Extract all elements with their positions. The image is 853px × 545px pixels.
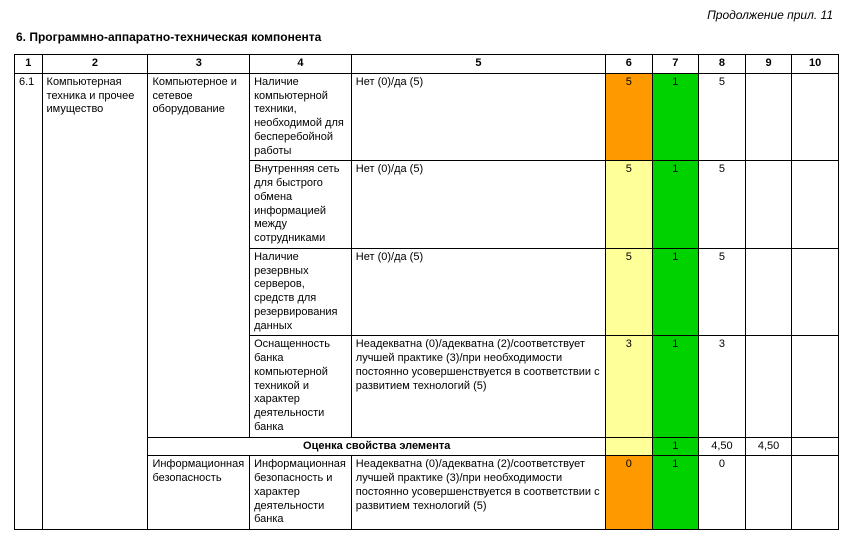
summary-c7: 1 [652, 437, 699, 456]
cell-col4: Наличие резервных серверов, средств для … [250, 248, 352, 336]
cell-col5: Нет (0)/да (5) [351, 248, 605, 336]
cell-c10 [792, 456, 839, 530]
summary-c6 [605, 437, 652, 456]
cell-c7: 1 [652, 248, 699, 336]
cell-c10 [792, 161, 839, 249]
summary-label: Оценка свойства элемента [148, 437, 606, 456]
col-header-4: 4 [250, 55, 352, 74]
cell-c6: 5 [605, 161, 652, 249]
cell-col5: Неадекватна (0)/адекватна (2)/соответств… [351, 456, 605, 530]
cell-c7: 1 [652, 73, 699, 161]
col-header-3: 3 [148, 55, 250, 74]
cell-c8: 5 [699, 161, 746, 249]
summary-c9: 4,50 [745, 437, 792, 456]
cell-c6: 5 [605, 73, 652, 161]
cell-c6: 0 [605, 456, 652, 530]
header-row: 1 2 3 4 5 6 7 8 9 10 [15, 55, 839, 74]
col-header-5: 5 [351, 55, 605, 74]
cell-c10 [792, 248, 839, 336]
cell-c6: 3 [605, 336, 652, 437]
section-title: 6. Программно-аппаратно-техническая комп… [14, 28, 839, 54]
cell-c7: 1 [652, 161, 699, 249]
cell-col3: Компьютерное и сетевое оборудование [148, 73, 250, 437]
cell-col4: Оснащенность банка компьютерной техникой… [250, 336, 352, 437]
col-header-8: 8 [699, 55, 746, 74]
cell-col5: Нет (0)/да (5) [351, 161, 605, 249]
cell-c8: 3 [699, 336, 746, 437]
table-row: 6.1 Компьютерная техника и прочее имущес… [15, 73, 839, 161]
cell-col2: Компьютерная техника и прочее имущество [42, 73, 148, 529]
col-header-6: 6 [605, 55, 652, 74]
summary-c10 [792, 437, 839, 456]
cell-col3: Информационная безопасность [148, 456, 250, 530]
cell-col5: Неадекватна (0)/адекватна (2)/соответств… [351, 336, 605, 437]
cell-c8: 0 [699, 456, 746, 530]
cell-c9 [745, 248, 792, 336]
summary-c8: 4,50 [699, 437, 746, 456]
cell-c6: 5 [605, 248, 652, 336]
cell-c9 [745, 161, 792, 249]
assessment-table: 1 2 3 4 5 6 7 8 9 10 6.1 Компьютерная те… [14, 54, 839, 530]
cell-col4: Внутренняя сеть для быстрого обмена инфо… [250, 161, 352, 249]
cell-c10 [792, 336, 839, 437]
col-header-10: 10 [792, 55, 839, 74]
cell-c9 [745, 73, 792, 161]
cell-c10 [792, 73, 839, 161]
cell-c9 [745, 456, 792, 530]
cell-col5: Нет (0)/да (5) [351, 73, 605, 161]
cell-num: 6.1 [15, 73, 43, 529]
col-header-7: 7 [652, 55, 699, 74]
cell-c9 [745, 336, 792, 437]
cell-c8: 5 [699, 248, 746, 336]
col-header-2: 2 [42, 55, 148, 74]
cell-c8: 5 [699, 73, 746, 161]
continuation-note: Продолжение прил. 11 [14, 6, 839, 28]
page-container: { "continuation_label": "Продолжение при… [0, 0, 853, 540]
cell-c7: 1 [652, 336, 699, 437]
col-header-9: 9 [745, 55, 792, 74]
col-header-1: 1 [15, 55, 43, 74]
cell-col4: Информационная безопасность и характер д… [250, 456, 352, 530]
cell-c7: 1 [652, 456, 699, 530]
cell-col4: Наличие компьютерной техники, необходимо… [250, 73, 352, 161]
